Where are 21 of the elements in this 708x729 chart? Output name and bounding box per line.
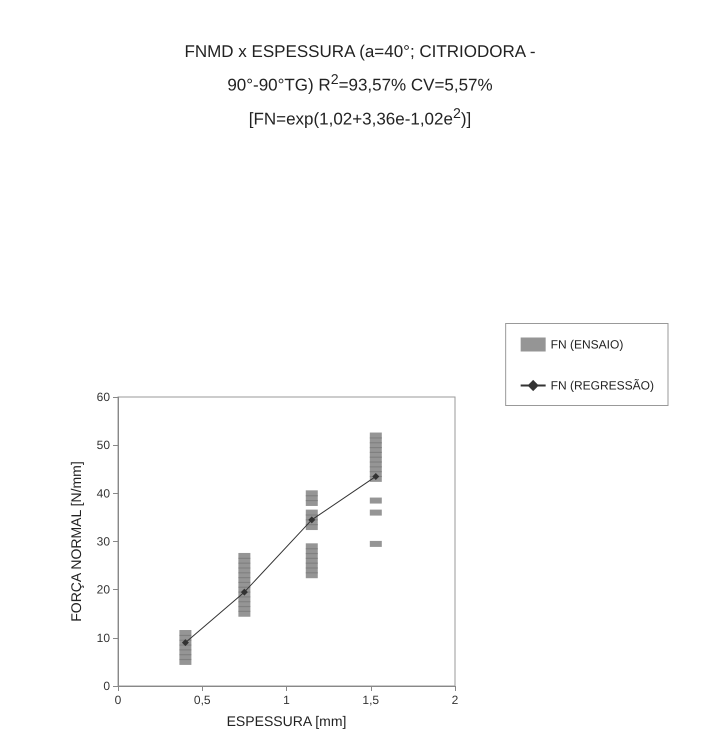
x-tick-label: 1 — [283, 693, 290, 707]
x-axis-title: ESPESSURA [mm] — [226, 713, 346, 729]
point — [308, 516, 316, 524]
x-tick-label: 0,5 — [194, 693, 211, 707]
chart-title: FNMD x ESPESSURA (a=40°; CITRIODORA - 90°-90°TG) R$^{2}$=93,57% CV=5,57% [FN=exp(1,02+3,36e-1,02e$^{2}$)] — [183, 41, 537, 130]
y-tick-label: 10 — [96, 630, 110, 645]
y-tick-label: 30 — [96, 534, 110, 548]
x-tick-label: 0 — [114, 693, 122, 707]
y-tick-label: 40 — [96, 486, 110, 500]
y-tick-label: 60 — [96, 390, 110, 404]
y-tick-label: 50 — [96, 438, 110, 452]
legend-label: FN (REGRESSÃO) — [550, 378, 654, 392]
x-tick-label: 1,5 — [362, 693, 380, 707]
point — [372, 472, 380, 480]
legend-label: FN (ENSAIO) — [550, 338, 624, 352]
point — [182, 639, 189, 646]
point — [240, 588, 248, 596]
y-axis-title: FORÇA NORMAL [N/mm] — [68, 461, 84, 622]
x-tick-label: 2 — [452, 693, 459, 707]
y-tick-label: 0 — [103, 679, 110, 693]
y-tick-label: 20 — [96, 582, 110, 597]
